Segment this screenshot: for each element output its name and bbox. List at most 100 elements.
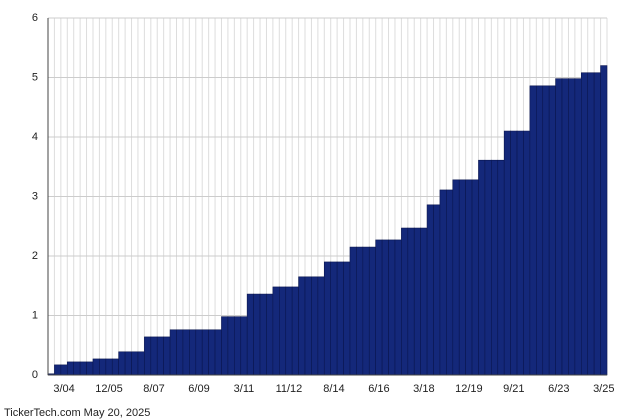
x-tick-label: 12/05: [95, 383, 123, 395]
bar: [368, 246, 376, 376]
bar: [137, 351, 145, 376]
bar: [587, 72, 595, 376]
x-tick-label: 8/14: [323, 383, 344, 395]
footer: TickerTech.com May 20, 2025: [4, 407, 150, 419]
bar: [336, 261, 344, 376]
bar: [176, 329, 184, 376]
bar: [446, 189, 454, 376]
bar: [221, 316, 229, 376]
y-tick-label: 0: [32, 369, 38, 381]
bar: [484, 159, 492, 376]
bar: [195, 329, 203, 376]
bar: [536, 85, 544, 376]
bar: [66, 361, 75, 376]
bar: [279, 286, 287, 376]
bar: [330, 261, 338, 376]
bar: [285, 286, 293, 376]
bar: [208, 329, 216, 376]
y-tick-label: 1: [32, 309, 38, 321]
bar: [105, 358, 113, 376]
bar: [266, 293, 274, 376]
bar: [529, 85, 537, 376]
bar: [227, 316, 235, 376]
bar: [510, 130, 518, 376]
bar: [60, 364, 68, 376]
bar: [426, 204, 434, 376]
bar: [420, 227, 428, 376]
bar: [381, 239, 389, 376]
bar: [542, 85, 550, 376]
x-tick-label: 6/16: [368, 383, 389, 395]
x-tick-label: 3/04: [53, 383, 74, 395]
bar: [156, 336, 164, 376]
x-tick-label: 3/25: [593, 383, 614, 395]
bar: [54, 364, 62, 376]
bar: [304, 276, 312, 376]
x-tick-label: 11/12: [276, 383, 303, 395]
bar: [343, 261, 351, 376]
bar: [163, 336, 171, 376]
bar: [214, 329, 222, 376]
bar: [317, 276, 325, 376]
y-tick-label: 2: [32, 250, 38, 262]
bar: [413, 227, 421, 376]
bar: [240, 316, 248, 376]
bar: [182, 329, 190, 376]
bar: [458, 179, 466, 376]
bar: [150, 336, 158, 376]
bar: [580, 72, 589, 376]
x-tick-label: 6/23: [548, 383, 569, 395]
bar: [298, 276, 306, 376]
bar: [593, 72, 601, 376]
bar: [388, 239, 396, 376]
bar: [92, 358, 100, 376]
y-tick-label: 5: [32, 71, 38, 83]
bar: [124, 351, 132, 376]
bar: [291, 286, 299, 376]
bar: [118, 351, 126, 376]
bar: [79, 361, 87, 376]
bar: [311, 276, 319, 376]
bar: [246, 293, 254, 376]
bar: [259, 293, 267, 376]
x-tick-label: 12/19: [455, 383, 483, 395]
bar: [144, 336, 152, 376]
bar: [497, 159, 505, 376]
bar: [375, 239, 383, 376]
bar: [189, 329, 197, 376]
bar: [561, 78, 569, 376]
bar: [356, 246, 364, 376]
bar: [555, 78, 563, 376]
y-tick-label: 4: [32, 131, 38, 143]
bar: [516, 130, 524, 376]
bar: [323, 261, 332, 376]
bar: [548, 85, 556, 376]
x-tick-label: 8/07: [143, 383, 164, 395]
y-tick-label: 3: [32, 190, 38, 202]
bar: [433, 204, 441, 376]
bar: [465, 179, 473, 376]
bar: [471, 179, 479, 376]
bar: [523, 130, 531, 376]
bar: [99, 358, 107, 376]
bar: [568, 78, 576, 376]
bar: [131, 351, 139, 376]
bar: [234, 316, 242, 376]
x-tick-label: 6/09: [188, 383, 209, 395]
bar: [478, 159, 486, 376]
bar: [394, 239, 402, 376]
bar: [407, 227, 415, 376]
bar: [439, 189, 447, 376]
bar: [401, 227, 409, 376]
bar: [73, 361, 81, 376]
bar: [111, 358, 119, 376]
bar: [574, 78, 582, 376]
bar: [169, 329, 177, 376]
bar: [491, 159, 499, 376]
bar: [362, 246, 370, 376]
bar: [201, 329, 209, 376]
x-tick-label: 3/11: [234, 383, 255, 395]
bar: [452, 179, 460, 376]
bar: [86, 361, 94, 376]
